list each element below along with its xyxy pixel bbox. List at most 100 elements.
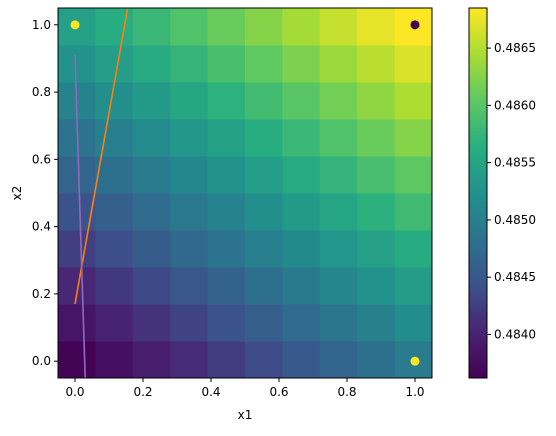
x-tick-label: 0.4 xyxy=(201,385,220,399)
heatmap-cell xyxy=(207,304,246,342)
heatmap-cell xyxy=(207,230,246,268)
heatmap-cell xyxy=(245,304,283,342)
heatmap-cell xyxy=(319,267,358,305)
heatmap-cell xyxy=(132,267,171,305)
heatmap-cell xyxy=(58,267,96,305)
colorbar-tick-label: 0.4840 xyxy=(494,327,536,341)
colorbar-tick-label: 0.4865 xyxy=(494,41,536,55)
y-axis-label: x2 xyxy=(10,186,24,201)
heatmap-cell xyxy=(282,45,321,83)
chart-overlays xyxy=(70,8,420,378)
heatmap-cell xyxy=(207,193,246,231)
heatmap-cell xyxy=(357,156,396,194)
colorbar-tick-label: 0.4850 xyxy=(494,213,536,227)
heatmap-cell xyxy=(132,193,171,231)
heatmap-cell xyxy=(282,341,321,378)
heatmap-cell xyxy=(95,341,134,378)
x-tick-label: 0.8 xyxy=(337,385,356,399)
y-tick-label: 0.8 xyxy=(32,85,51,99)
colorbar-tick-label: 0.4860 xyxy=(494,98,536,112)
heatmap-cell xyxy=(95,193,134,231)
heatmap-cell xyxy=(394,304,432,342)
y-tick-label: 0.6 xyxy=(32,152,51,166)
heatmap-cell xyxy=(95,156,134,194)
x-tick-label: 0.6 xyxy=(269,385,288,399)
scatter-point xyxy=(410,356,420,366)
heatmap-cell xyxy=(207,119,246,157)
heatmap-cell xyxy=(394,267,432,305)
heatmap-cells xyxy=(58,8,432,378)
heatmap-cell xyxy=(58,304,96,342)
heatmap-cell xyxy=(132,45,171,83)
y-tick-label: 0.2 xyxy=(32,287,51,301)
heatmap-cell xyxy=(170,230,209,268)
heatmap-cell xyxy=(95,304,134,342)
x-axis-label: x1 xyxy=(238,408,253,422)
heatmap-cell xyxy=(394,230,432,268)
heatmap-cell xyxy=(394,45,432,83)
heatmap-cell xyxy=(170,8,209,46)
heatmap-cell xyxy=(282,230,321,268)
heatmap-cell xyxy=(394,156,432,194)
heatmap-cell xyxy=(245,193,283,231)
heatmap-cell xyxy=(58,156,96,194)
heatmap-cell xyxy=(245,8,283,46)
trajectory-line xyxy=(74,55,86,378)
heatmap-cell xyxy=(132,304,171,342)
heatmap-cell xyxy=(282,304,321,342)
heatmap-cell xyxy=(245,156,283,194)
heatmap-cell xyxy=(357,119,396,157)
heatmap-cell xyxy=(282,156,321,194)
scatter-point xyxy=(410,20,420,30)
heatmap-cell xyxy=(207,341,246,378)
y-tick-label: 0.4 xyxy=(32,220,51,234)
heatmap-cell xyxy=(282,193,321,231)
heatmap-cell xyxy=(394,193,432,231)
heatmap-cell xyxy=(132,8,171,46)
heatmap-cell xyxy=(207,267,246,305)
heatmap-cell xyxy=(170,304,209,342)
heatmap-cell xyxy=(58,230,96,268)
heatmap-cell xyxy=(95,8,134,46)
heatmap-cell xyxy=(170,119,209,157)
x-axis: 0.0 0.2 0.4 0.6 0.8 1.0 xyxy=(65,378,425,399)
heatmap-cell xyxy=(132,82,171,120)
heatmap-cell xyxy=(58,341,96,378)
heatmap-cell xyxy=(170,45,209,83)
heatmap-cell xyxy=(357,8,396,46)
heatmap-cell xyxy=(319,82,358,120)
y-tick-label: 0.0 xyxy=(32,354,51,368)
heatmap-cell xyxy=(282,82,321,120)
heatmap-cell xyxy=(132,119,171,157)
heatmap-cell xyxy=(95,82,134,120)
heatmap-cell xyxy=(357,45,396,83)
x-tick-label: 1.0 xyxy=(405,385,424,399)
colorbar-axis: 0.4840 0.4845 0.4850 0.4855 0.4860 0.4865 xyxy=(487,41,536,341)
heatmap-cell xyxy=(58,45,96,83)
heatmap-cell xyxy=(357,230,396,268)
scatter-point xyxy=(70,20,80,30)
colorbar-tick-label: 0.4855 xyxy=(494,156,536,170)
heatmap-cell xyxy=(245,119,283,157)
heatmap-cell xyxy=(132,341,171,378)
heatmap-cell xyxy=(58,193,96,231)
heatmap-cell xyxy=(357,267,396,305)
heatmap-cell xyxy=(357,341,396,378)
heatmap-cell xyxy=(245,341,283,378)
heatmap-cell xyxy=(207,82,246,120)
heatmap-cell xyxy=(357,304,396,342)
y-axis: 0.0 0.2 0.4 0.6 0.8 1.0 xyxy=(32,18,58,368)
heatmap-cell xyxy=(319,119,358,157)
plot-frame xyxy=(57,7,433,379)
heatmap-cell xyxy=(394,82,432,120)
heatmap-cell xyxy=(207,8,246,46)
trajectory-line xyxy=(74,8,129,305)
heatmap-cell xyxy=(170,82,209,120)
heatmap-cell xyxy=(357,193,396,231)
heatmap-cell xyxy=(95,267,134,305)
heatmap-cell xyxy=(170,193,209,231)
heatmap-cell xyxy=(319,341,358,378)
heatmap-cell xyxy=(170,156,209,194)
heatmap-cell xyxy=(132,156,171,194)
